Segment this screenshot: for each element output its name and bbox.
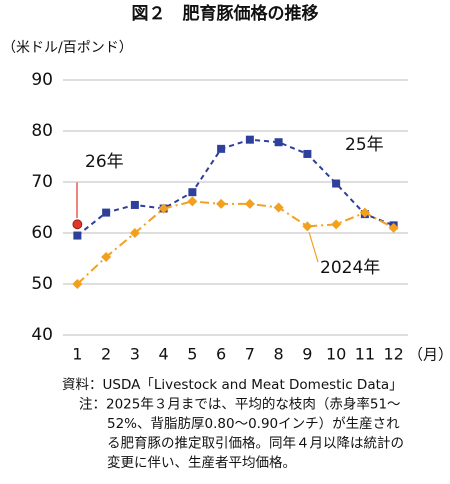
note-line: 変更に伴い、生産者平均価格。 bbox=[107, 454, 296, 471]
marker bbox=[216, 198, 227, 209]
marker bbox=[245, 135, 254, 144]
x-axis-label: （月） bbox=[408, 346, 450, 364]
marker bbox=[274, 138, 283, 147]
series-label: 25年 bbox=[345, 135, 384, 155]
chart-title: 図２ 肥育豚価格の推移 bbox=[132, 3, 319, 24]
x-tick-label: 11 bbox=[355, 345, 375, 364]
x-tick-label: 1 bbox=[72, 345, 82, 364]
marker bbox=[129, 228, 140, 238]
marker bbox=[331, 219, 342, 230]
x-tick-label: 9 bbox=[302, 345, 312, 364]
marker bbox=[72, 279, 83, 289]
note-line: る肥育豚の推定取引価格。同年４月以降は統計の bbox=[107, 436, 404, 452]
x-tick-label: 6 bbox=[216, 345, 226, 364]
notes: 資料：USDA「Livestock and Meat Domestic Data… bbox=[62, 377, 404, 471]
series-label: 26年 bbox=[85, 152, 124, 172]
x-tick-label: 8 bbox=[274, 345, 284, 364]
marker bbox=[302, 221, 313, 232]
y-tick-label: 50 bbox=[31, 274, 53, 294]
x-tick-label: 2 bbox=[101, 345, 111, 364]
marker bbox=[273, 202, 284, 213]
marker bbox=[158, 203, 169, 214]
marker bbox=[187, 196, 198, 207]
marker bbox=[102, 208, 111, 217]
marker bbox=[73, 231, 82, 240]
y-tick-label: 70 bbox=[31, 172, 53, 192]
series-label: 2024年 bbox=[320, 258, 380, 278]
marker bbox=[359, 207, 370, 218]
y-tick-label: 80 bbox=[31, 121, 53, 141]
marker bbox=[130, 200, 139, 209]
note-line: 資料：USDA「Livestock and Meat Domestic Data… bbox=[62, 377, 403, 393]
y-tick-label: 60 bbox=[31, 223, 53, 243]
marker bbox=[244, 198, 255, 209]
marker bbox=[303, 149, 312, 158]
marker bbox=[72, 219, 83, 230]
x-tick-label: 4 bbox=[159, 345, 169, 364]
series-line bbox=[76, 200, 395, 285]
marker bbox=[217, 144, 226, 153]
marker bbox=[188, 188, 197, 197]
marker bbox=[388, 222, 399, 233]
y-tick-label: 40 bbox=[31, 325, 53, 345]
leader-line bbox=[308, 231, 319, 263]
note-line: 52%、背脂肪厚0.80～0.90インチ）が生産され bbox=[107, 416, 400, 432]
x-tick-label: 7 bbox=[245, 345, 255, 364]
x-tick-label: 5 bbox=[187, 345, 197, 364]
series-line bbox=[76, 138, 394, 237]
y-tick-label: 90 bbox=[31, 70, 53, 90]
marker bbox=[101, 251, 112, 262]
y-axis-label: （米ドル/百ポンド） bbox=[2, 40, 133, 56]
note-line: 注：2025年３月までは、平均的な枝肉（赤身率51～ bbox=[79, 396, 401, 413]
x-tick-label: 3 bbox=[130, 345, 140, 364]
x-tick-label: 12 bbox=[383, 345, 403, 364]
x-tick-label: 10 bbox=[326, 345, 346, 364]
marker bbox=[332, 179, 341, 188]
